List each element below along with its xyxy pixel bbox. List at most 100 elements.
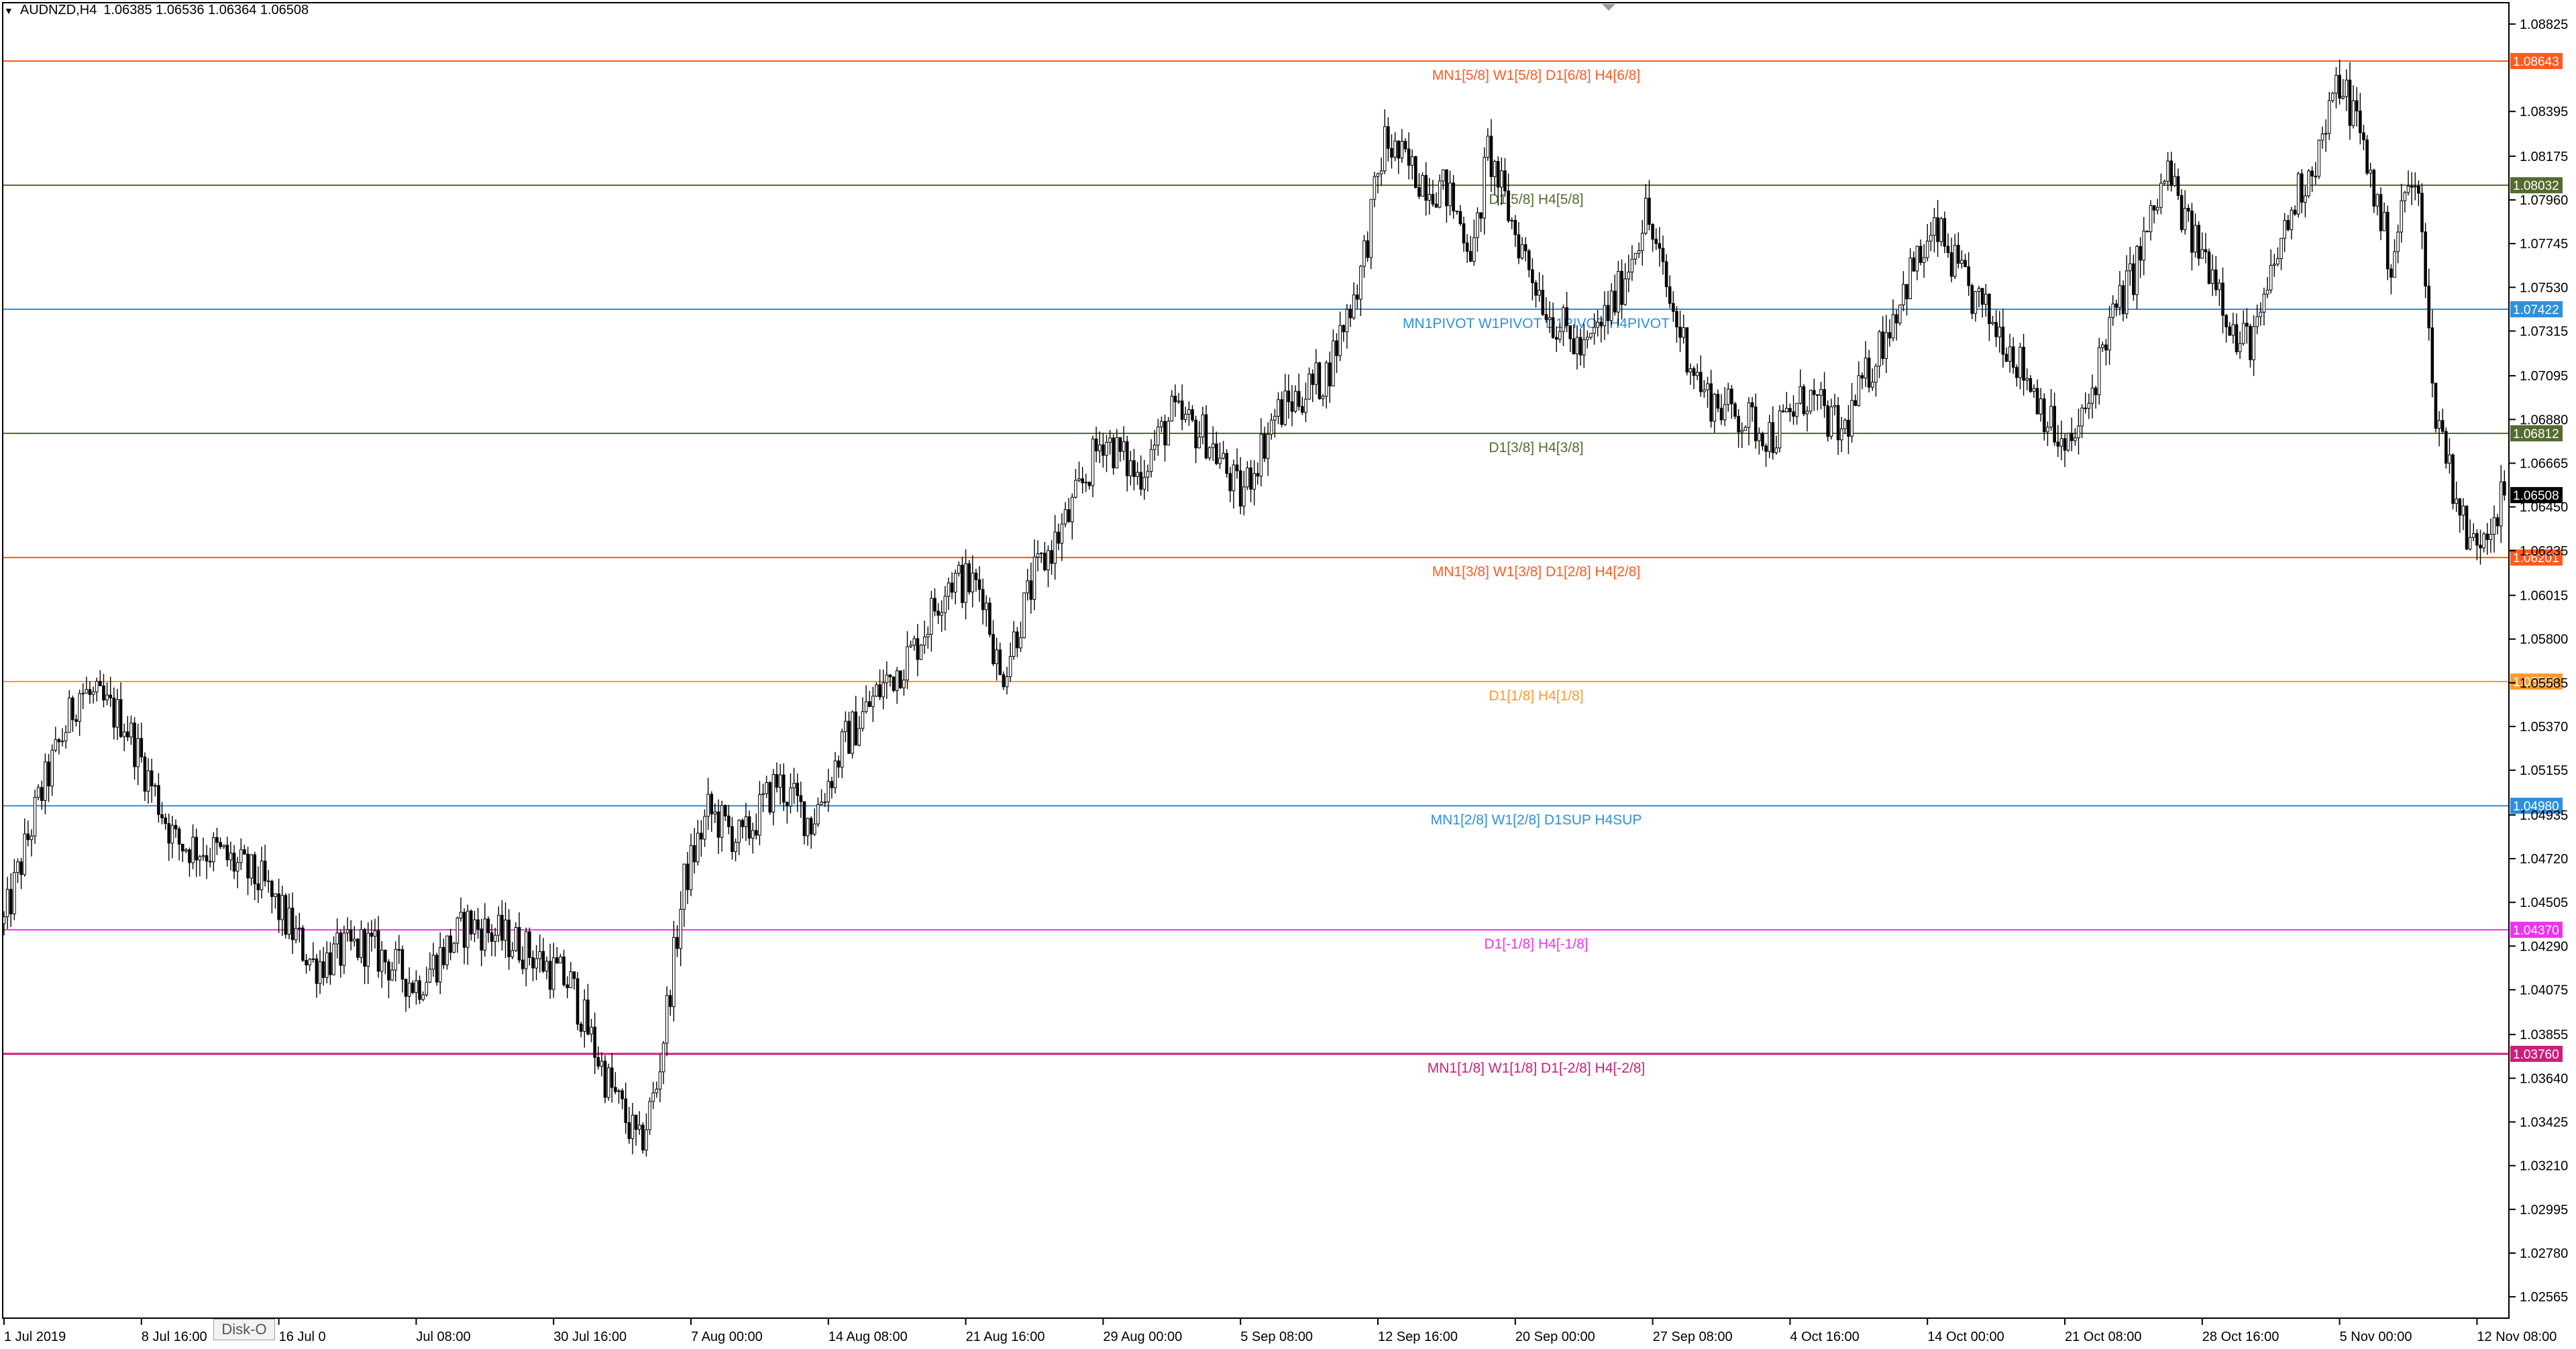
candle-body <box>1630 258 1634 273</box>
candle-body <box>2320 133 2324 141</box>
candle-body <box>1149 449 1153 472</box>
candle-body <box>60 741 64 743</box>
candle-body <box>452 942 456 953</box>
level-price-badge <box>2510 798 2563 814</box>
y-tick-label: 1.03640 <box>2520 1071 2568 1086</box>
candle-body <box>1445 169 1448 207</box>
candle-body <box>953 573 957 593</box>
candle-body <box>1483 157 1487 219</box>
level-price-badge <box>2510 52 2563 69</box>
candle-body <box>1458 211 1462 224</box>
y-tick-label: 1.03425 <box>2520 1116 2568 1130</box>
candle-body <box>551 957 555 990</box>
candle-body <box>287 908 291 935</box>
candle-body <box>360 929 363 958</box>
candle-body <box>692 845 696 863</box>
chart-shift-icon[interactable] <box>1602 4 1615 11</box>
candle-body <box>1672 303 1675 312</box>
candle-body <box>744 816 748 828</box>
candle-body <box>2204 249 2208 253</box>
candle-body <box>933 598 936 612</box>
candle-body <box>1112 437 1116 469</box>
candle-body <box>1788 408 1792 413</box>
candle-body <box>1637 250 1641 254</box>
x-tick-label: 14 Oct 00:00 <box>1927 1330 2004 1344</box>
candle-body <box>1578 337 1582 356</box>
candle-body <box>219 842 222 847</box>
candle-body <box>280 895 284 920</box>
candle-body <box>2210 269 2214 284</box>
candle-body <box>1960 260 1964 264</box>
candle-body <box>2084 407 2088 409</box>
candle-body <box>1311 374 1315 385</box>
candle-body <box>1201 414 1205 437</box>
candle-body <box>1648 197 1651 225</box>
candle-body <box>232 853 236 872</box>
candle-body <box>971 572 975 592</box>
candle-body <box>102 685 105 701</box>
murrey-levels: MN1[5/8] W1[5/8] D1[6/8] H4[6/8] 1.08643 D… <box>3 52 2563 1076</box>
y-tick-label: 1.04935 <box>2520 808 2568 823</box>
candle-body <box>1747 402 1751 428</box>
candle-body <box>1816 394 1819 396</box>
level-price-label: 1.07422 <box>2513 303 2559 317</box>
candle-body <box>1139 472 1143 490</box>
candle-body <box>603 1061 607 1098</box>
candle-body <box>2465 505 2469 550</box>
candle-body <box>1125 441 1129 476</box>
candle-body <box>1723 404 1727 421</box>
candle-body <box>631 1114 635 1139</box>
level-price-badge <box>2510 301 2563 318</box>
candle-body <box>1860 375 1864 379</box>
candle-body <box>1823 389 1826 407</box>
candle-body <box>1105 441 1108 456</box>
candle-body <box>1967 266 1970 286</box>
candle-body <box>2485 533 2489 540</box>
candle-body <box>912 638 916 646</box>
candle-body <box>1733 403 1737 417</box>
candle-body <box>315 958 319 984</box>
candle-body <box>2406 185 2410 193</box>
candle-body <box>1132 460 1136 477</box>
candle-body <box>754 830 758 836</box>
candle-body <box>706 794 710 817</box>
candle-body <box>1077 478 1081 481</box>
candle-body <box>1421 175 1424 197</box>
y-tick-label: 1.04075 <box>2520 983 2568 998</box>
x-tick-label: 8 Jul 16:00 <box>142 1330 207 1344</box>
disk-o-overlay[interactable]: Disk-O <box>213 1319 275 1340</box>
candle-body <box>1692 368 1696 376</box>
y-tick-label: 1.08825 <box>2520 17 2568 32</box>
candle-body <box>2304 195 2307 203</box>
candle-body <box>462 912 466 948</box>
candle-body <box>1246 467 1249 488</box>
header-menu-icon[interactable]: ▼ <box>4 5 13 16</box>
candle-body <box>157 785 160 815</box>
chart-header: ▼ AUDNZD,H4 1.06385 1.06536 1.06364 1.06… <box>4 3 309 18</box>
candle-body <box>1826 405 1830 437</box>
candle-body <box>2149 205 2153 233</box>
candle-body <box>2176 176 2180 196</box>
candle-body <box>270 881 274 898</box>
candle-body <box>1661 248 1665 262</box>
candle-body <box>1531 269 1534 284</box>
candle-body <box>809 818 813 834</box>
candle-body <box>496 914 500 936</box>
candle-body <box>2108 317 2111 351</box>
candle-body <box>1194 419 1197 449</box>
candle-body <box>576 978 580 1025</box>
candle-body <box>995 649 998 665</box>
candle-body <box>2063 438 2067 451</box>
candle-body <box>802 801 806 837</box>
candle-body <box>1301 406 1304 413</box>
candle-body <box>634 1114 638 1130</box>
candle-body <box>1758 433 1761 441</box>
level-price-badge <box>2510 922 2563 938</box>
candle-body <box>466 910 470 948</box>
candle-body <box>679 909 682 949</box>
candle-body <box>2351 100 2355 126</box>
level-label: MN1PIVOT W1PIVOT D1PIVOT H4PIVOT <box>1403 316 1670 331</box>
candle-body <box>1839 428 1843 441</box>
